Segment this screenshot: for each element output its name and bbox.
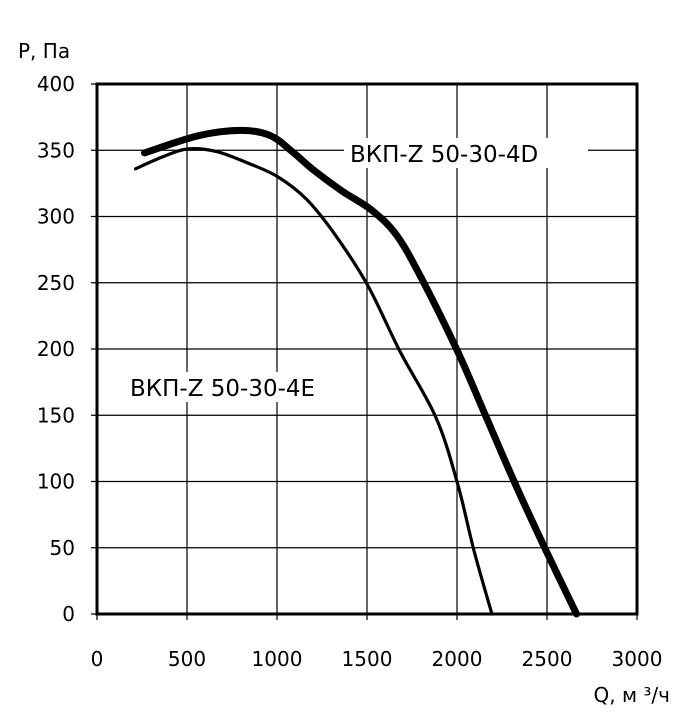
series-label: ВКП-Z 50-30-4D [350, 142, 538, 168]
series-line [133, 147, 494, 616]
y-tick-label: 150 [37, 403, 75, 427]
y-tick-label: 300 [37, 205, 75, 229]
plot-frame [95, 82, 639, 616]
series-line [141, 126, 581, 618]
series-label-bg [124, 372, 356, 402]
y-tick-label: 250 [37, 271, 75, 295]
y-tick-label: 400 [37, 72, 75, 96]
y-tick-label: 350 [37, 138, 75, 162]
x-tick-label: 2500 [522, 647, 573, 671]
y-tick-label: 0 [62, 602, 75, 626]
y-tick-label: 50 [50, 536, 75, 560]
x-tick-label: 1500 [342, 647, 393, 671]
x-tick-label: 2000 [432, 647, 483, 671]
series-label-bg [344, 138, 588, 168]
y-tick-label: 100 [37, 470, 75, 494]
y-axis-label: P, Па [18, 39, 70, 63]
x-tick-label: 3000 [612, 647, 663, 671]
x-tick-label: 500 [168, 647, 206, 671]
y-tick-label: 200 [37, 337, 75, 361]
x-tick-label: 1000 [252, 647, 303, 671]
series-label: ВКП-Z 50-30-4E [130, 376, 315, 402]
x-axis-label: Q, м ³/ч [594, 683, 670, 707]
x-tick-label: 0 [91, 647, 104, 671]
